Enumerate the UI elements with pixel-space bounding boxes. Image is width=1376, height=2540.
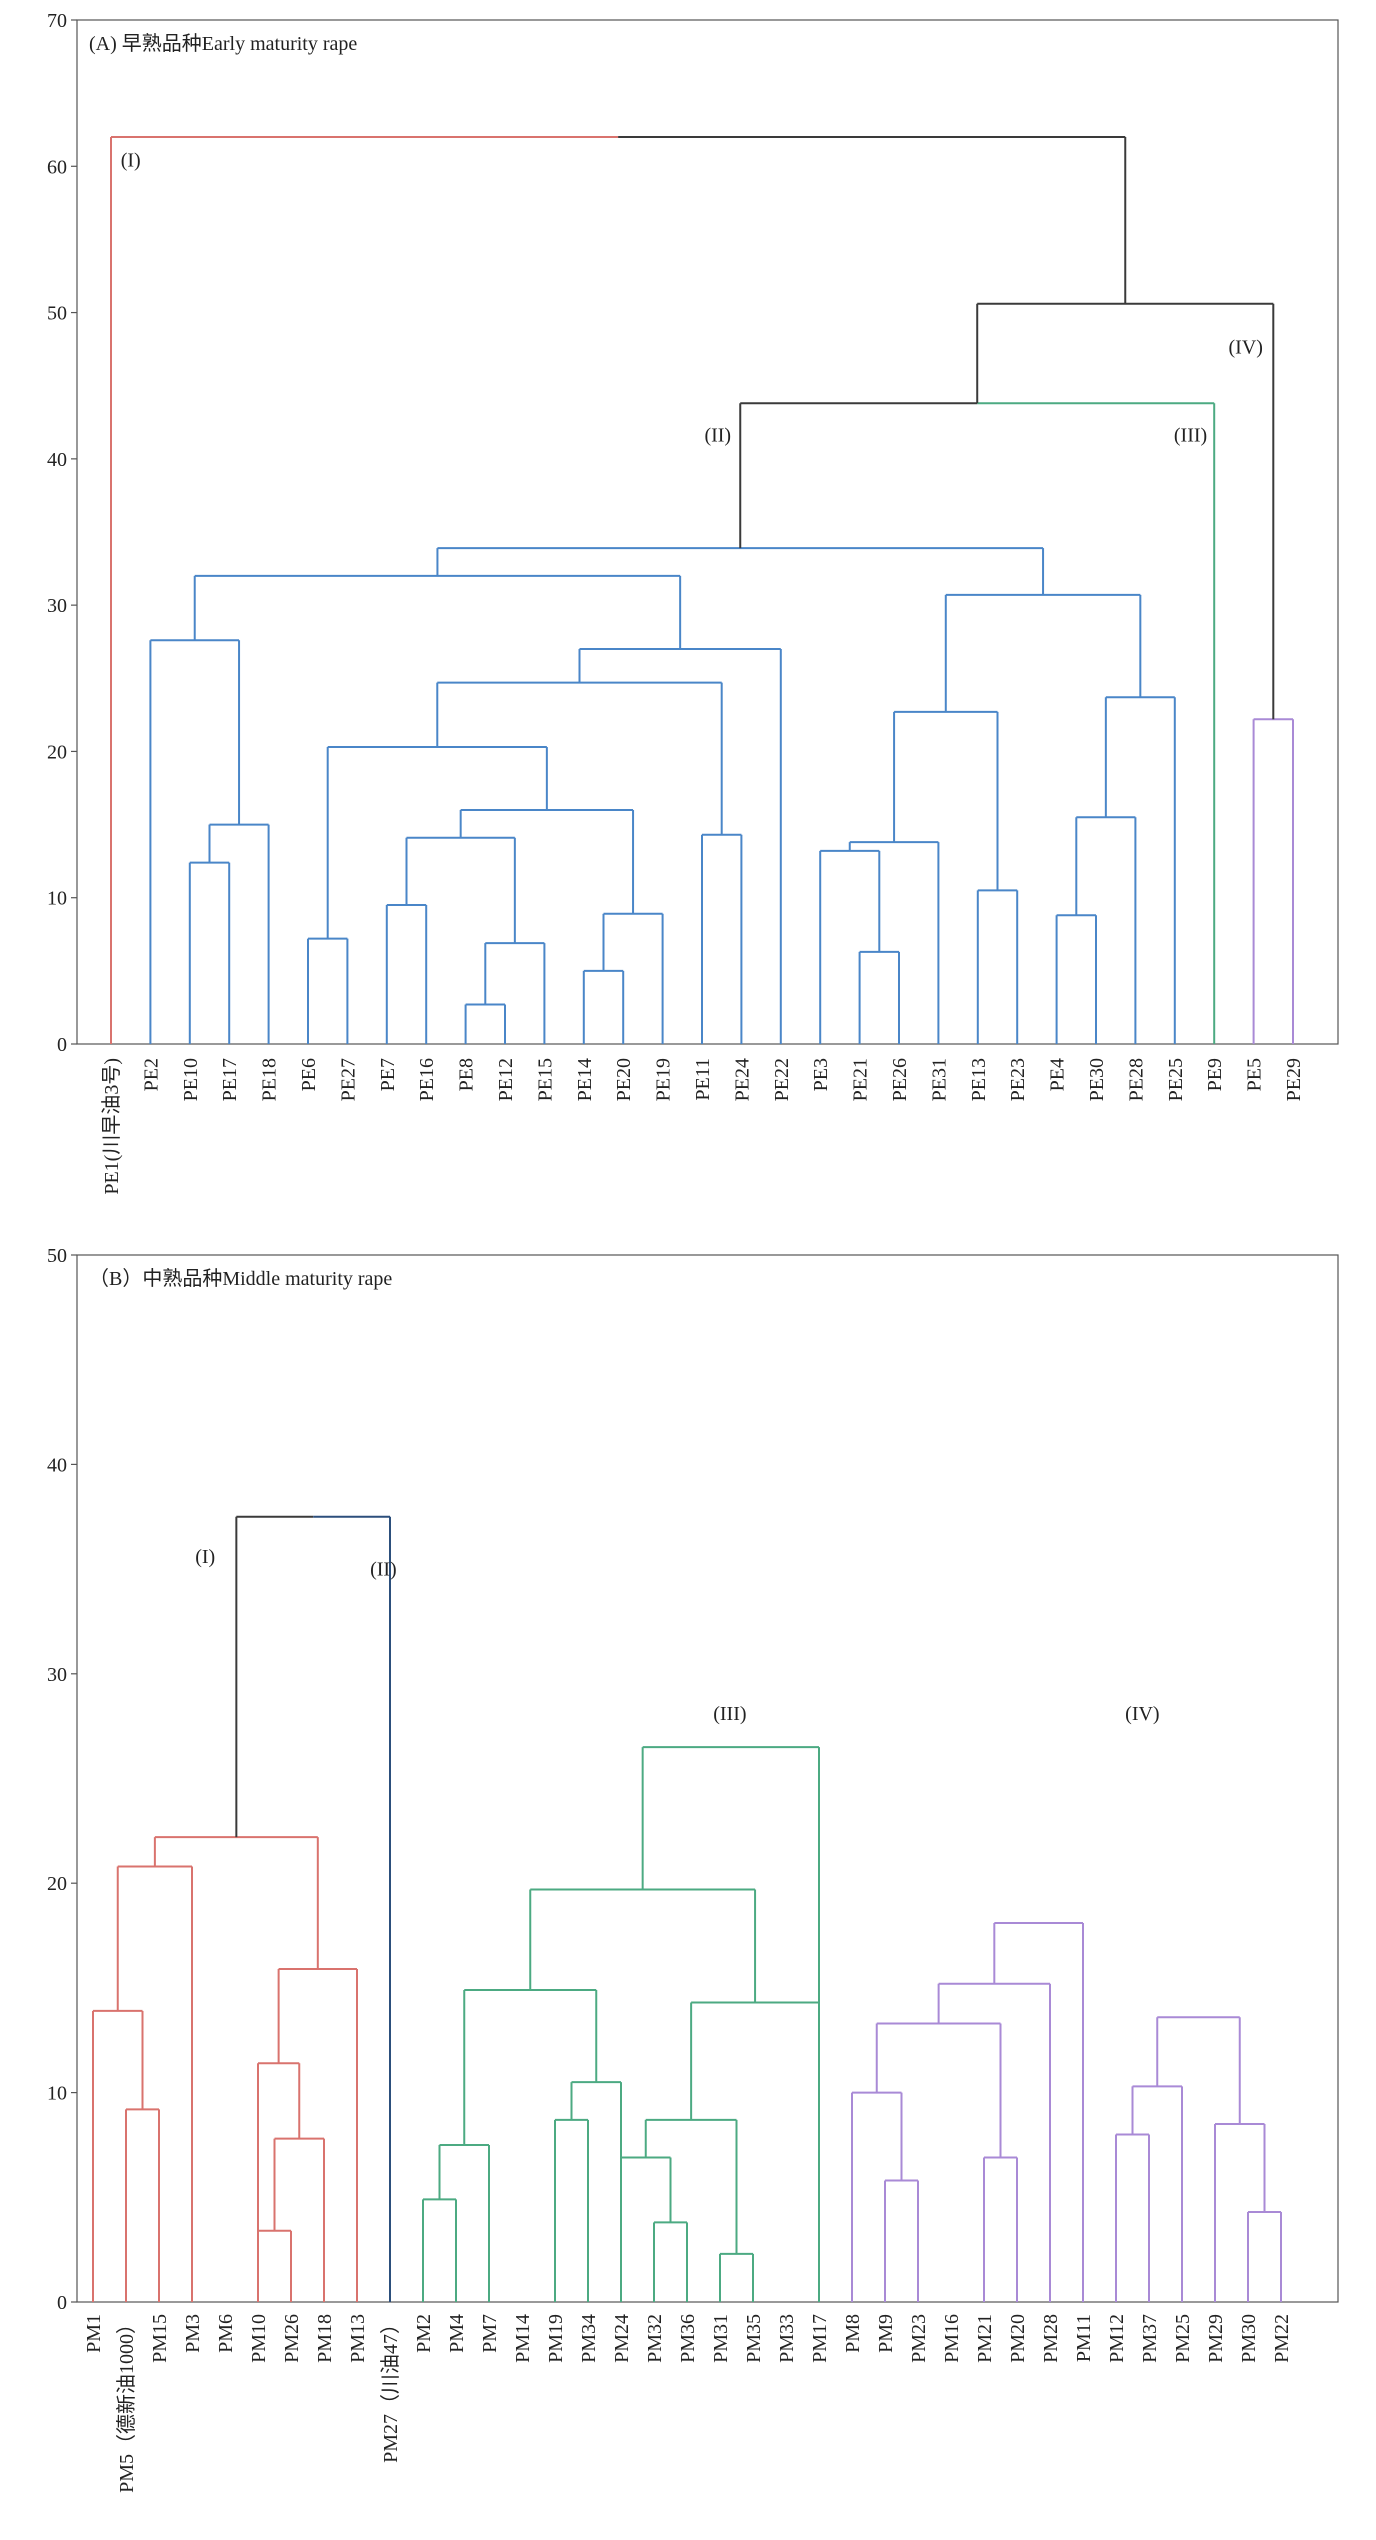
leaf-label: PM23 [908, 2314, 930, 2363]
leaf-label: PM2 [413, 2314, 435, 2353]
leaf-label: PE8 [456, 1058, 478, 1091]
y-tick-label: 40 [47, 449, 67, 471]
leaf-label: PE14 [574, 1058, 596, 1101]
leaf-label: PE7 [377, 1058, 399, 1091]
leaf-label: PE10 [180, 1058, 202, 1101]
plot-frame [76, 1254, 1339, 2303]
y-tick-label: 30 [47, 595, 67, 617]
leaf-label: PM14 [512, 2314, 534, 2363]
leaf-label: PM24 [611, 2314, 633, 2363]
leaf-label: PE23 [1007, 1058, 1029, 1101]
cluster-label: (II) [704, 424, 731, 446]
cluster-label: (IV) [1229, 337, 1263, 359]
leaf-label: PE16 [416, 1058, 438, 1101]
leaf-label: PM26 [281, 2314, 303, 2363]
leaf-label: PM29 [1205, 2314, 1227, 2363]
y-tick-label: 20 [47, 1873, 67, 1895]
leaf-label: PM4 [446, 2314, 468, 2353]
leaf-label: PM35 [743, 2314, 765, 2363]
leaf-label: PM6 [215, 2314, 237, 2353]
leaf-label: PE1(川早油3号) [100, 1058, 123, 1195]
leaf-label: PE22 [771, 1058, 793, 1101]
panel-title: (A) 早熟品种Early maturity rape [89, 32, 357, 55]
y-tick-label: 0 [57, 1034, 67, 1056]
cluster-label: (IV) [1125, 1703, 1159, 1725]
leaf-label: PM37 [1139, 2314, 1161, 2363]
leaf-label: PM16 [941, 2314, 963, 2363]
leaf-label: PM9 [875, 2314, 897, 2353]
y-tick-label: 20 [47, 741, 67, 763]
cluster-label: (III) [1174, 424, 1207, 446]
leaf-label: PM20 [1007, 2314, 1029, 2363]
y-tick-label: 40 [47, 1454, 67, 1476]
panel-b: 0 10 20 30 40 50 （B）中熟品种Middle maturity rape PM… [47, 1245, 1339, 2493]
leaf-label: PE15 [534, 1058, 556, 1101]
y-tick-label: 60 [47, 156, 67, 178]
leaf-label: PM30 [1238, 2314, 1260, 2363]
leaf-label: PM7 [479, 2314, 501, 2353]
leaf-label: PE9 [1204, 1058, 1226, 1091]
leaf-label: PE11 [692, 1058, 714, 1101]
leaf-label: PE3 [810, 1058, 832, 1091]
leaf-label: PE26 [889, 1058, 911, 1101]
leaf-label: PM8 [842, 2314, 864, 2353]
leaf-label: PE19 [653, 1058, 675, 1101]
plot-frame [76, 19, 1339, 1045]
leaf-label: PM21 [974, 2314, 996, 2363]
leaf-label: PM28 [1040, 2314, 1062, 2363]
y-tick-label: 10 [47, 2083, 67, 2105]
y-tick-label: 50 [47, 303, 67, 325]
leaf-label: PE20 [613, 1058, 635, 1101]
cluster-label: (III) [713, 1703, 746, 1725]
leaf-label: PM3 [182, 2314, 204, 2353]
leaf-label: PM1 [83, 2314, 105, 2353]
leaf-label: PM15 [149, 2314, 171, 2363]
leaf-label: PM19 [545, 2314, 567, 2363]
leaf-label: PE2 [140, 1058, 162, 1091]
leaf-label: PE21 [850, 1058, 872, 1101]
y-tick-label: 30 [47, 1664, 67, 1686]
leaf-label: PM17 [809, 2314, 831, 2363]
leaf-label: PM22 [1271, 2314, 1293, 2363]
leaf-label: PM12 [1106, 2314, 1128, 2363]
leaf-label: PM36 [677, 2314, 699, 2363]
leaf-label: PE30 [1086, 1058, 1108, 1101]
leaf-label: PE13 [968, 1058, 990, 1101]
y-tick-label: 70 [47, 10, 67, 32]
leaf-label: PM18 [314, 2314, 336, 2363]
leaf-label: PM32 [644, 2314, 666, 2363]
leaf-label: PE12 [495, 1058, 517, 1101]
leaf-label: PM13 [347, 2314, 369, 2363]
panel-a: 0 10 20 30 40 50 60 70 (A) 早熟品种Early maturity ra… [47, 10, 1339, 1195]
leaf-label: PM5（德新油1000） [115, 2314, 138, 2493]
cluster-label: (I) [121, 149, 141, 171]
leaf-label: PE17 [219, 1058, 241, 1101]
leaf-label: PM27（川油47） [379, 2314, 402, 2463]
leaf-label: PM11 [1073, 2314, 1095, 2362]
leaf-label: PE29 [1283, 1058, 1305, 1101]
cluster-label: (II) [370, 1558, 397, 1580]
leaf-label: PM31 [710, 2314, 732, 2363]
panel-title: （B）中熟品种Middle maturity rape [89, 1267, 392, 1290]
y-tick-label: 0 [57, 2292, 67, 2314]
leaf-label: PM34 [578, 2314, 600, 2363]
leaf-label: PE18 [259, 1058, 281, 1101]
leaf-label: PE6 [298, 1058, 320, 1091]
leaf-label: PE28 [1125, 1058, 1147, 1101]
cluster-label: (I) [195, 1546, 215, 1568]
leaf-label: PE4 [1047, 1058, 1069, 1091]
y-tick-label: 50 [47, 1245, 67, 1267]
leaf-label: PE27 [337, 1058, 359, 1101]
leaf-label: PM10 [248, 2314, 270, 2363]
leaf-label: PE31 [928, 1058, 950, 1101]
leaf-label: PM25 [1172, 2314, 1194, 2363]
leaf-label: PE5 [1244, 1058, 1266, 1091]
leaf-label: PM33 [776, 2314, 798, 2363]
y-tick-label: 10 [47, 888, 67, 910]
leaf-label: PE24 [731, 1058, 753, 1101]
leaf-label: PE25 [1165, 1058, 1187, 1101]
